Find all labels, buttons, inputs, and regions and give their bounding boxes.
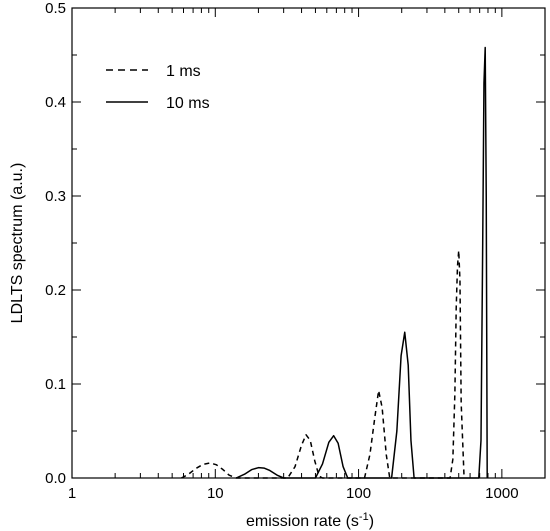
y-tick-label: 0.1 (45, 376, 66, 393)
legend-label-10ms: 10 ms (166, 95, 210, 112)
x-tick-label: 1000 (485, 485, 518, 502)
y-axis-ticks: 0.0 0.1 0.2 0.3 0.4 0.5 (45, 0, 545, 487)
y-tick-label: 0.4 (45, 94, 66, 111)
series-layer (181, 46, 488, 479)
x-tick-label: 10 (207, 485, 224, 502)
x-axis-label-superscript: -1 (359, 511, 369, 523)
x-axis-label: emission rate (s-1) (246, 511, 374, 530)
plot-frame (71, 7, 546, 479)
x-tick-label: 100 (346, 485, 371, 502)
legend-label-1ms: 1 ms (166, 63, 201, 80)
y-tick-label: 0.3 (45, 188, 66, 205)
x-axis-ticks: 1 10 100 1000 (68, 8, 546, 502)
legend: 1 ms 10 ms (106, 63, 210, 112)
series-line-1ms (181, 249, 465, 479)
y-tick-label: 0.0 (45, 470, 66, 487)
y-axis-label: LDLTS spectrum (a.u.) (9, 163, 26, 324)
x-tick-label: 1 (68, 485, 76, 502)
y-tick-label: 0.5 (45, 0, 66, 17)
y-tick-label: 0.2 (45, 282, 66, 299)
series-line-10ms (235, 46, 488, 479)
